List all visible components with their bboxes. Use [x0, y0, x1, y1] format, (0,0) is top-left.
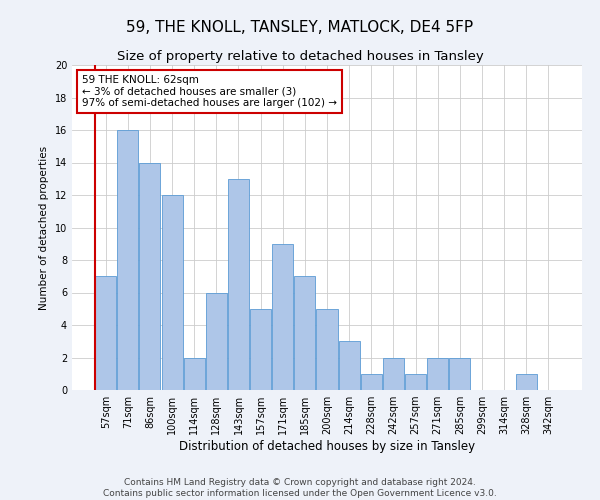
Bar: [95, 276, 116, 390]
Bar: [383, 358, 404, 390]
Bar: [228, 179, 249, 390]
Bar: [295, 276, 316, 390]
Text: Contains HM Land Registry data © Crown copyright and database right 2024.
Contai: Contains HM Land Registry data © Crown c…: [103, 478, 497, 498]
Bar: [449, 358, 470, 390]
Bar: [338, 341, 359, 390]
Bar: [272, 244, 293, 390]
Bar: [316, 308, 338, 390]
Bar: [405, 374, 426, 390]
Text: Size of property relative to detached houses in Tansley: Size of property relative to detached ho…: [116, 50, 484, 63]
Bar: [206, 292, 227, 390]
Bar: [139, 162, 160, 390]
Bar: [184, 358, 205, 390]
Bar: [361, 374, 382, 390]
Bar: [161, 195, 182, 390]
Bar: [515, 374, 536, 390]
Bar: [118, 130, 139, 390]
Y-axis label: Number of detached properties: Number of detached properties: [39, 146, 49, 310]
Bar: [427, 358, 448, 390]
Bar: [250, 308, 271, 390]
Text: 59, THE KNOLL, TANSLEY, MATLOCK, DE4 5FP: 59, THE KNOLL, TANSLEY, MATLOCK, DE4 5FP: [127, 20, 473, 35]
Text: 59 THE KNOLL: 62sqm
← 3% of detached houses are smaller (3)
97% of semi-detached: 59 THE KNOLL: 62sqm ← 3% of detached hou…: [82, 74, 337, 108]
X-axis label: Distribution of detached houses by size in Tansley: Distribution of detached houses by size …: [179, 440, 475, 453]
